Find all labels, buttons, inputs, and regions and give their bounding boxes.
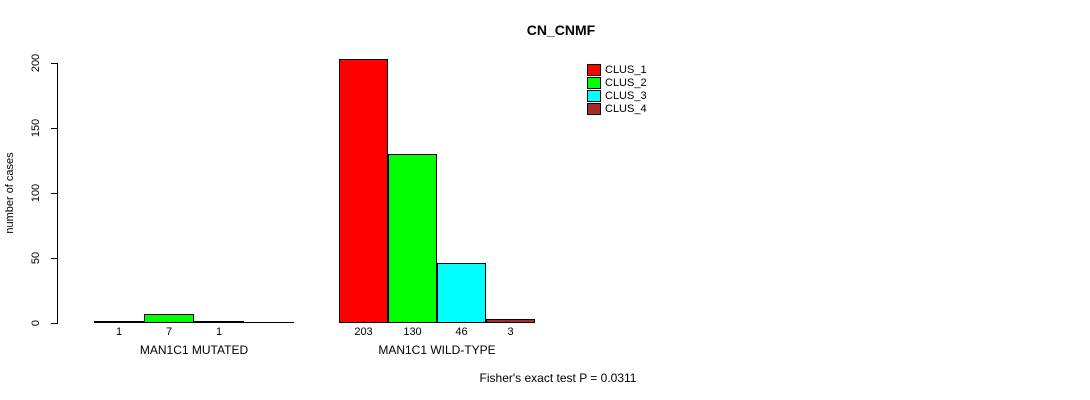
bar-clus-3-man1c1-wild-type <box>437 263 486 323</box>
legend-label-clus-4: CLUS_4 <box>605 103 647 115</box>
legend-swatch-clus-4 <box>587 103 601 115</box>
bar-value-label: 1 <box>215 326 223 338</box>
bar-value-label: 7 <box>165 326 173 338</box>
bar-clus-4-man1c1-mutated <box>244 322 294 323</box>
y-axis-tick <box>51 128 57 129</box>
y-axis-tick-label: 100 <box>30 183 42 203</box>
legend-swatch-clus-2 <box>587 77 601 89</box>
y-axis-tick <box>51 258 57 259</box>
y-axis-line <box>57 63 58 324</box>
legend: CLUS_1 CLUS_2 CLUS_3 CLUS_4 <box>587 64 647 116</box>
bar-clus-2-man1c1-mutated <box>144 314 194 323</box>
y-axis-tick <box>51 193 57 194</box>
y-axis-tick <box>51 63 57 64</box>
legend-row-clus-2: CLUS_2 <box>587 77 647 89</box>
legend-label-clus-2: CLUS_2 <box>605 77 647 89</box>
bar-clus-3-man1c1-mutated <box>194 321 244 323</box>
bar-value-label: 203 <box>354 326 373 338</box>
legend-row-clus-3: CLUS_3 <box>587 90 647 102</box>
legend-row-clus-1: CLUS_1 <box>587 64 647 76</box>
y-axis-tick <box>51 323 57 324</box>
bar-clus-2-man1c1-wild-type <box>388 154 437 323</box>
category-label-man1c1-wild-type: MAN1C1 WILD-TYPE <box>378 343 496 357</box>
y-axis-tick-label: 0 <box>30 319 42 327</box>
legend-swatch-clus-1 <box>587 64 601 76</box>
bar-value-label: 1 <box>115 326 123 338</box>
bar-value-label: 46 <box>455 326 468 338</box>
footnote-fisher-test: Fisher's exact test P = 0.0311 <box>479 371 637 385</box>
chart-title: CN_CNMF <box>526 22 596 38</box>
bar-value-label: 3 <box>507 326 514 338</box>
y-axis-tick-label: 150 <box>30 118 42 138</box>
y-axis-tick-label: 50 <box>30 251 42 265</box>
legend-label-clus-3: CLUS_3 <box>605 90 647 102</box>
bar-value-label: 130 <box>403 326 422 338</box>
legend-swatch-clus-3 <box>587 90 601 102</box>
y-axis-tick-label: 200 <box>30 53 42 73</box>
bar-clus-1-man1c1-wild-type <box>339 59 388 323</box>
bar-clus-4-man1c1-wild-type <box>486 319 535 323</box>
legend-row-clus-4: CLUS_4 <box>587 103 647 115</box>
legend-label-clus-1: CLUS_1 <box>605 64 647 76</box>
bar-clus-1-man1c1-mutated <box>94 321 144 323</box>
category-label-man1c1-mutated: MAN1C1 MUTATED <box>139 343 249 357</box>
